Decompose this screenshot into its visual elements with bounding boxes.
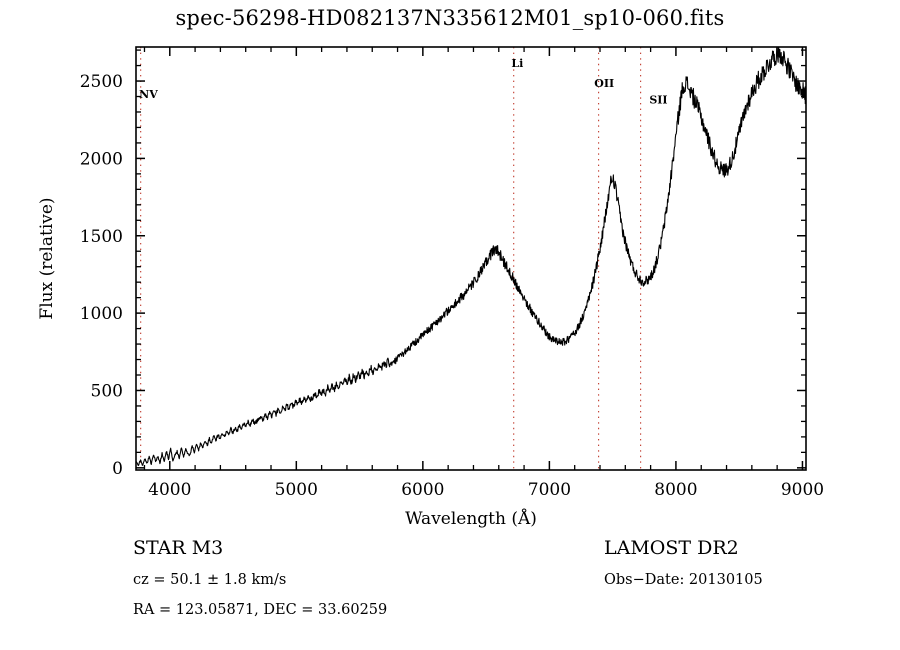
ytick-label: 0 [112,459,123,479]
xtick-label: 8000 [654,480,697,500]
ytick-label: 2000 [80,149,123,169]
ytick-label: 2500 [80,72,123,92]
plot-frame [135,46,807,471]
survey-name-text: LAMOST DR2 [604,537,739,559]
line-label-li: Li [511,57,523,70]
object-type-text: STAR M3 [133,537,224,559]
line-label-sii: SII [649,93,667,106]
xtick-label: 5000 [275,480,318,500]
xtick-label: 4000 [148,480,191,500]
footer-right-block: LAMOST DR2 Obs−Date: 20130105 [604,533,763,595]
xtick-label: 7000 [528,480,571,500]
xtick-label: 9000 [781,480,824,500]
y-axis-title: Flux (relative) [37,197,57,319]
line-label-oii: OII [594,77,614,90]
spectrum-curve [136,47,806,467]
line-label-nv: NV [139,88,158,101]
ytick-label: 500 [91,381,123,401]
radial-velocity-text: cz = 50.1 ± 1.8 km/s [133,572,287,588]
x-axis-title: Wavelength (Å) [405,508,537,529]
xtick-label: 6000 [401,480,444,500]
obs-date-text: Obs−Date: 20130105 [604,572,763,588]
ytick-label: 1500 [80,227,123,247]
figure-title: spec-56298-HD082137N335612M01_sp10-060.f… [175,6,725,30]
ytick-label: 1000 [80,304,123,324]
footer-left-block: STAR M3 cz = 50.1 ± 1.8 km/s RA = 123.05… [133,533,387,625]
coordinates-text: RA = 123.05871, DEC = 33.60259 [133,602,388,618]
